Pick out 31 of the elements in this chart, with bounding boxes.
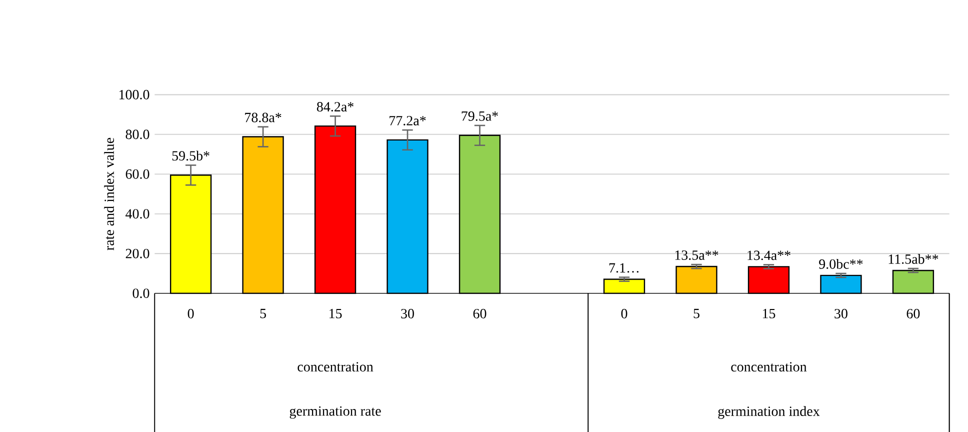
data-label: 13.4a**: [748, 250, 790, 260]
x-tick-label: 30: [401, 308, 414, 318]
x-tick-label: 60: [906, 308, 920, 318]
y-tick-label: 80.0: [126, 130, 150, 140]
x-tick-label: 0: [188, 308, 194, 318]
y-tick-label: 20.0: [126, 248, 150, 258]
data-label: 78.8a*: [245, 112, 282, 122]
y-tick-label: 100.0: [119, 90, 150, 100]
data-label: 9.0bc**: [819, 258, 863, 269]
data-label: 11.5ab**: [888, 254, 938, 264]
y-tick-label: 0.0: [132, 288, 150, 298]
x-tick-label: 0: [621, 308, 628, 318]
x-tick-label: 5: [260, 308, 266, 318]
data-label: 79.5a*: [462, 111, 498, 121]
x-tick-label: 60: [473, 308, 486, 318]
text: germination index: [718, 406, 820, 419]
x-tick-label: 5: [694, 308, 700, 318]
data-label: 77.2a*: [390, 116, 426, 126]
x-tick-label: 15: [762, 308, 776, 318]
text: concentration: [731, 362, 807, 372]
data-label: 84.2a*: [316, 102, 354, 112]
x-tick-label: 15: [330, 308, 342, 318]
data-label: 13.5a**: [675, 250, 718, 260]
text: germination rate: [290, 406, 381, 419]
data-label: 59.5b*: [172, 150, 210, 161]
y-tick-label: 40.0: [126, 209, 150, 219]
text: concentration: [298, 362, 374, 372]
x-tick-label: 30: [834, 308, 848, 318]
y-tick-label: 60.0: [126, 169, 150, 179]
y-axis-title: rate and index value: [104, 138, 114, 250]
data-label: 7.1…: [609, 263, 638, 273]
